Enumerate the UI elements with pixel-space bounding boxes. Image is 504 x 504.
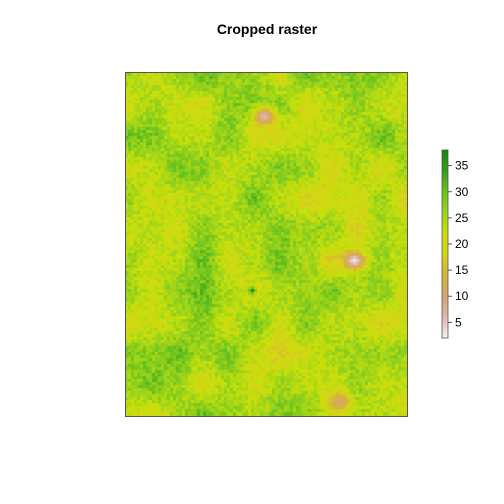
colorbar-tick-label: 35 (455, 159, 469, 173)
chart-title: Cropped raster (216, 21, 318, 37)
colorbar (441, 149, 449, 339)
colorbar-tick-label: 5 (455, 315, 462, 329)
colorbar-tick-label: 20 (455, 237, 469, 251)
colorbar-tick-label: 15 (455, 263, 469, 277)
colorbar-tick-label: 10 (455, 289, 469, 303)
colorbar-tick-label: 25 (455, 211, 469, 225)
color-legend: 5 10 15 20 25 30 35 (441, 149, 469, 339)
colorbar-tick-label: 30 (455, 185, 469, 199)
raster-image (125, 72, 408, 417)
